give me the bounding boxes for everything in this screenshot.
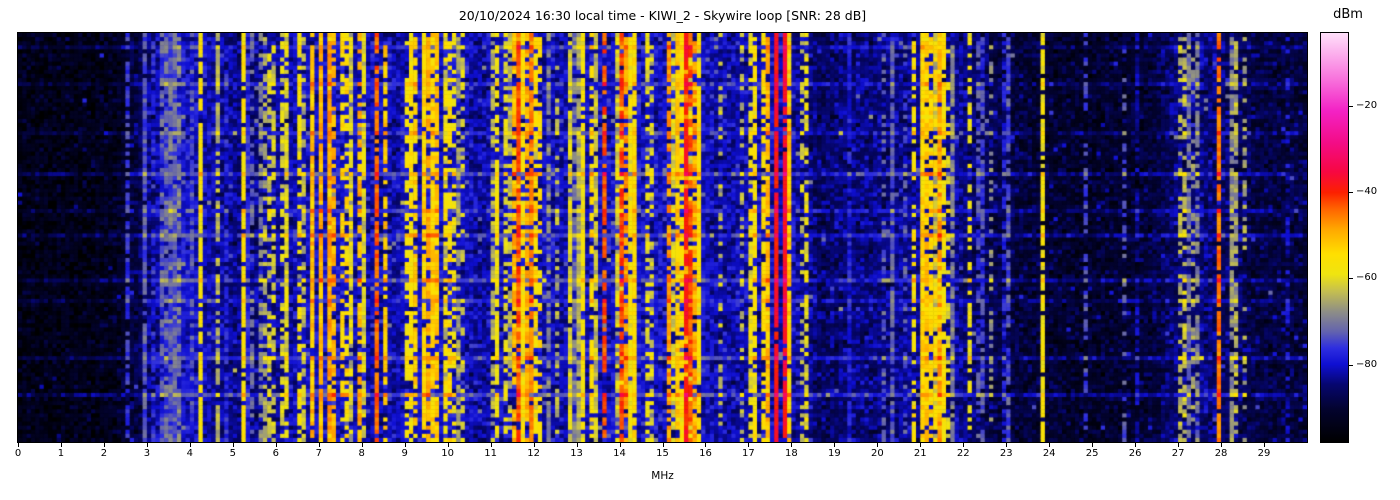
x-tick-mark xyxy=(490,443,492,447)
x-tick-label: 24 xyxy=(1042,448,1056,459)
x-tick-label: 9 xyxy=(401,448,408,459)
colorbar-tick-label: −80 xyxy=(1356,358,1378,370)
colorbar-tick-mark xyxy=(1349,364,1353,366)
x-tick-label: 10 xyxy=(441,448,455,459)
x-tick-mark xyxy=(189,443,191,447)
x-tick-label: 27 xyxy=(1171,448,1185,459)
x-tick-label: 21 xyxy=(913,448,927,459)
x-tick-mark xyxy=(1264,443,1266,447)
x-tick-mark xyxy=(1178,443,1180,447)
x-tick-mark xyxy=(834,443,836,447)
x-tick-mark xyxy=(146,443,148,447)
waterfall-canvas xyxy=(18,33,1307,442)
colorbar-tick-label: −40 xyxy=(1356,186,1378,198)
colorbar-tick-mark xyxy=(1349,192,1353,194)
x-tick-mark xyxy=(705,443,707,447)
x-tick-label: 16 xyxy=(699,448,712,459)
x-tick-mark xyxy=(404,443,406,447)
x-tick-label: 11 xyxy=(484,448,497,459)
x-tick-mark xyxy=(533,443,535,447)
colorbar-tick-mark xyxy=(1349,106,1353,108)
x-tick-mark xyxy=(60,443,62,447)
x-tick-mark xyxy=(361,443,363,447)
x-tick-mark xyxy=(447,443,449,447)
x-tick-label: 2 xyxy=(100,448,108,459)
x-tick-label: 6 xyxy=(272,448,279,459)
x-tick-label: 3 xyxy=(143,448,151,459)
x-tick-mark xyxy=(103,443,105,447)
x-tick-label: 17 xyxy=(742,448,755,459)
x-tick-label: 1 xyxy=(57,448,65,459)
colorbar xyxy=(1320,32,1349,443)
colorbar-unit-label: dBm xyxy=(1333,7,1363,22)
x-tick-mark xyxy=(18,443,19,447)
x-tick-label: 22 xyxy=(956,448,970,459)
x-tick-label: 14 xyxy=(613,448,626,459)
x-tick-label: 18 xyxy=(785,448,798,459)
x-axis: 0 1 2 3 4 5 6 7 8 9 10 11 12 13 14 15 16 17 18 19 20 21 22 23 24… xyxy=(14,442,1307,482)
x-tick-mark xyxy=(1049,443,1051,447)
x-tick-label: 8 xyxy=(358,448,365,459)
x-tick-label: 4 xyxy=(186,448,194,459)
x-tick-mark xyxy=(791,443,793,447)
x-tick-label: 12 xyxy=(527,448,540,459)
x-tick-label: 28 xyxy=(1214,448,1228,459)
x-tick-label: 23 xyxy=(999,448,1013,459)
x-tick-mark xyxy=(576,443,578,447)
x-tick-label: 29 xyxy=(1257,448,1271,459)
x-tick-mark xyxy=(877,443,879,447)
x-tick-mark xyxy=(318,443,320,447)
x-tick-label: 13 xyxy=(570,448,583,459)
colorbar-tick-label: −20 xyxy=(1356,100,1378,112)
colorbar-tick-label: −60 xyxy=(1356,272,1378,284)
x-tick-mark xyxy=(275,443,277,447)
x-tick-mark xyxy=(1006,443,1008,447)
x-tick-mark xyxy=(920,443,922,447)
x-tick-label: 7 xyxy=(315,448,322,459)
x-tick-mark xyxy=(232,443,234,447)
waterfall-plot-area xyxy=(17,32,1308,443)
x-tick-mark xyxy=(1135,443,1137,447)
x-tick-label: 20 xyxy=(870,448,884,459)
x-tick-mark xyxy=(963,443,965,447)
x-tick-mark xyxy=(748,443,750,447)
x-axis-label: MHz xyxy=(651,470,674,482)
x-tick-mark xyxy=(1092,443,1094,447)
x-tick-label: 26 xyxy=(1128,448,1142,459)
x-tick-mark xyxy=(662,443,664,447)
x-tick-label: 19 xyxy=(827,448,841,459)
x-tick-label: 0 xyxy=(14,448,22,459)
x-tick-label: 25 xyxy=(1085,448,1099,459)
colorbar-tick-mark xyxy=(1349,278,1353,280)
x-tick-label: 5 xyxy=(229,448,237,459)
plot-title: 20/10/2024 16:30 local time - KIWI_2 - S… xyxy=(458,8,867,23)
x-tick-mark xyxy=(1221,443,1223,447)
colorbar-ticks: −20 −40 −60 −80 xyxy=(1348,33,1400,442)
x-tick-mark xyxy=(619,443,621,447)
x-tick-label: 15 xyxy=(656,448,669,459)
